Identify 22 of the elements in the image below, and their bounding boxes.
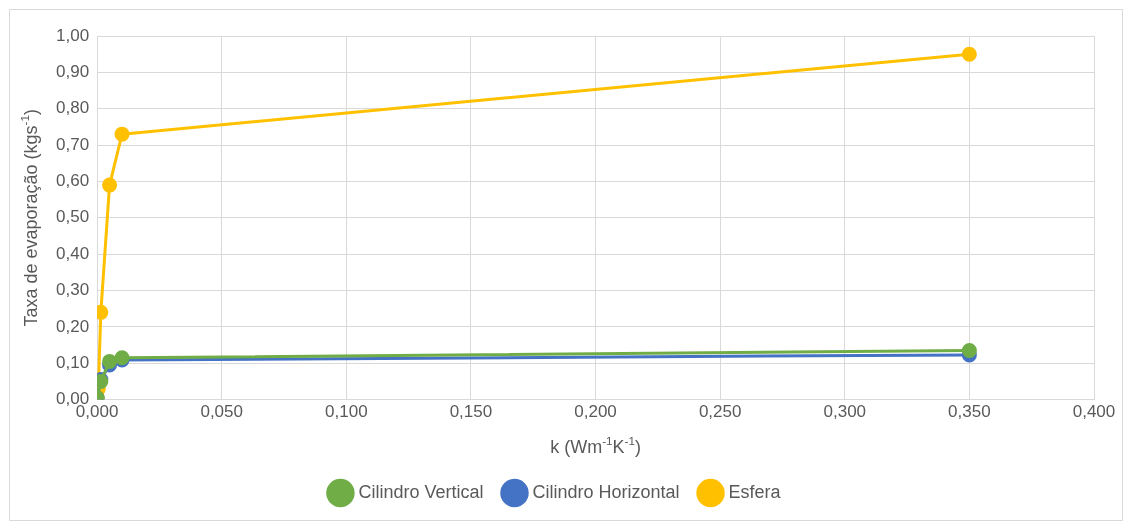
y-tick-label: 0,40 — [55, 243, 90, 263]
x-tick-label: 0,100 — [325, 402, 368, 422]
x-tick-label: 0,200 — [574, 402, 617, 422]
y-tick-label: 0,70 — [55, 134, 90, 154]
x-tick-label: 0,150 — [449, 402, 493, 422]
x-tick-label: 0,400 — [1072, 402, 1116, 422]
legend-label: Esfera — [728, 481, 782, 502]
y-tick-label: 0,10 — [55, 352, 90, 372]
y-tick-label: 0,60 — [55, 171, 90, 191]
x-tick-label: 0,350 — [948, 402, 991, 422]
legend-label: Cilindro Vertical — [358, 481, 484, 502]
y-tick-label: 0,90 — [55, 62, 90, 82]
y-tick-label: 0,50 — [55, 207, 90, 227]
x-tick-label: 0,300 — [823, 402, 867, 422]
y-tick-label: 0,30 — [55, 280, 90, 300]
legend-label: Cilindro Horizontal — [532, 481, 680, 502]
y-tick-label: 1,00 — [55, 25, 90, 45]
y-axis-title: Taxa de evaporação (kgs-1) — [17, 109, 41, 327]
x-tick-label: 0,050 — [200, 402, 243, 422]
y-tick-label: 0,80 — [55, 98, 90, 118]
y-tick-label: 0,20 — [55, 316, 90, 336]
x-tick-label: 0,250 — [698, 402, 742, 422]
